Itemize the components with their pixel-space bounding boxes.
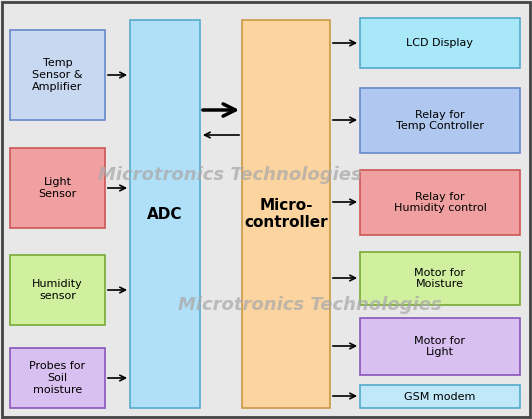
- Text: LCD Display: LCD Display: [406, 38, 473, 48]
- Text: Probes for
Soil
moisture: Probes for Soil moisture: [29, 362, 86, 395]
- FancyBboxPatch shape: [10, 148, 105, 228]
- Text: Microtronics Technologies: Microtronics Technologies: [178, 296, 442, 314]
- FancyBboxPatch shape: [360, 18, 520, 68]
- FancyBboxPatch shape: [242, 20, 330, 408]
- Text: ADC: ADC: [147, 207, 183, 222]
- Text: Motor for
Light: Motor for Light: [414, 336, 466, 357]
- Text: Microtronics Technologies: Microtronics Technologies: [98, 166, 362, 184]
- Text: Light
Sensor: Light Sensor: [38, 177, 77, 199]
- FancyBboxPatch shape: [360, 318, 520, 375]
- Text: Motor for
Moisture: Motor for Moisture: [414, 268, 466, 289]
- Text: GSM modem: GSM modem: [404, 391, 476, 401]
- FancyBboxPatch shape: [360, 170, 520, 235]
- Text: Temp
Sensor &
Amplifier: Temp Sensor & Amplifier: [32, 58, 83, 92]
- Text: Humidity
sensor: Humidity sensor: [32, 279, 83, 301]
- FancyBboxPatch shape: [130, 20, 200, 408]
- FancyBboxPatch shape: [360, 385, 520, 408]
- Text: Micro-
controller: Micro- controller: [244, 198, 328, 230]
- FancyBboxPatch shape: [360, 88, 520, 153]
- Text: Relay for
Humidity control: Relay for Humidity control: [394, 192, 486, 213]
- FancyBboxPatch shape: [10, 255, 105, 325]
- FancyBboxPatch shape: [360, 252, 520, 305]
- Text: Relay for
Temp Controller: Relay for Temp Controller: [396, 110, 484, 131]
- FancyBboxPatch shape: [10, 30, 105, 120]
- FancyBboxPatch shape: [10, 348, 105, 408]
